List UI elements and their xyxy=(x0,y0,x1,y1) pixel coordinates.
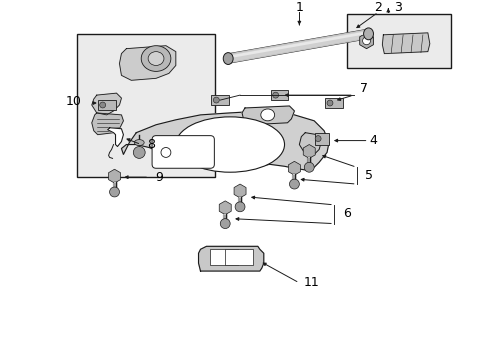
Ellipse shape xyxy=(220,219,230,229)
Ellipse shape xyxy=(362,37,370,45)
Text: 10: 10 xyxy=(66,95,82,108)
Text: 11: 11 xyxy=(303,276,319,289)
Ellipse shape xyxy=(272,92,278,98)
Ellipse shape xyxy=(326,100,332,106)
Bar xyxy=(225,249,252,265)
Bar xyxy=(211,95,229,105)
Bar xyxy=(315,133,328,144)
FancyBboxPatch shape xyxy=(152,136,214,168)
Ellipse shape xyxy=(213,97,219,103)
Polygon shape xyxy=(107,128,123,147)
Ellipse shape xyxy=(260,109,274,121)
Polygon shape xyxy=(242,106,294,125)
Ellipse shape xyxy=(148,51,163,66)
Polygon shape xyxy=(198,246,263,271)
Polygon shape xyxy=(92,93,121,115)
Ellipse shape xyxy=(223,53,233,64)
Bar xyxy=(346,14,449,68)
Text: 2: 2 xyxy=(374,1,382,14)
Text: 3: 3 xyxy=(393,1,401,14)
Text: 8: 8 xyxy=(147,138,155,151)
Bar xyxy=(77,34,215,177)
Polygon shape xyxy=(121,111,328,170)
Ellipse shape xyxy=(141,46,170,71)
Bar xyxy=(270,90,288,100)
Ellipse shape xyxy=(109,187,119,197)
Ellipse shape xyxy=(315,136,321,141)
Text: 7: 7 xyxy=(359,82,367,95)
Text: 5: 5 xyxy=(364,169,372,182)
Bar xyxy=(325,98,342,108)
Polygon shape xyxy=(382,33,429,54)
Ellipse shape xyxy=(304,162,313,172)
Text: 4: 4 xyxy=(369,134,377,147)
Ellipse shape xyxy=(289,179,299,189)
Text: 1: 1 xyxy=(295,1,303,14)
Ellipse shape xyxy=(133,147,145,158)
Bar xyxy=(98,100,115,110)
Ellipse shape xyxy=(134,140,144,145)
Polygon shape xyxy=(299,133,321,154)
Polygon shape xyxy=(119,46,176,80)
Text: 6: 6 xyxy=(342,207,350,220)
Polygon shape xyxy=(92,113,123,135)
Ellipse shape xyxy=(363,28,373,40)
Bar xyxy=(210,249,238,265)
Ellipse shape xyxy=(100,102,105,108)
Text: 9: 9 xyxy=(155,171,163,184)
Ellipse shape xyxy=(176,117,284,172)
Ellipse shape xyxy=(161,148,170,157)
Ellipse shape xyxy=(235,202,244,212)
